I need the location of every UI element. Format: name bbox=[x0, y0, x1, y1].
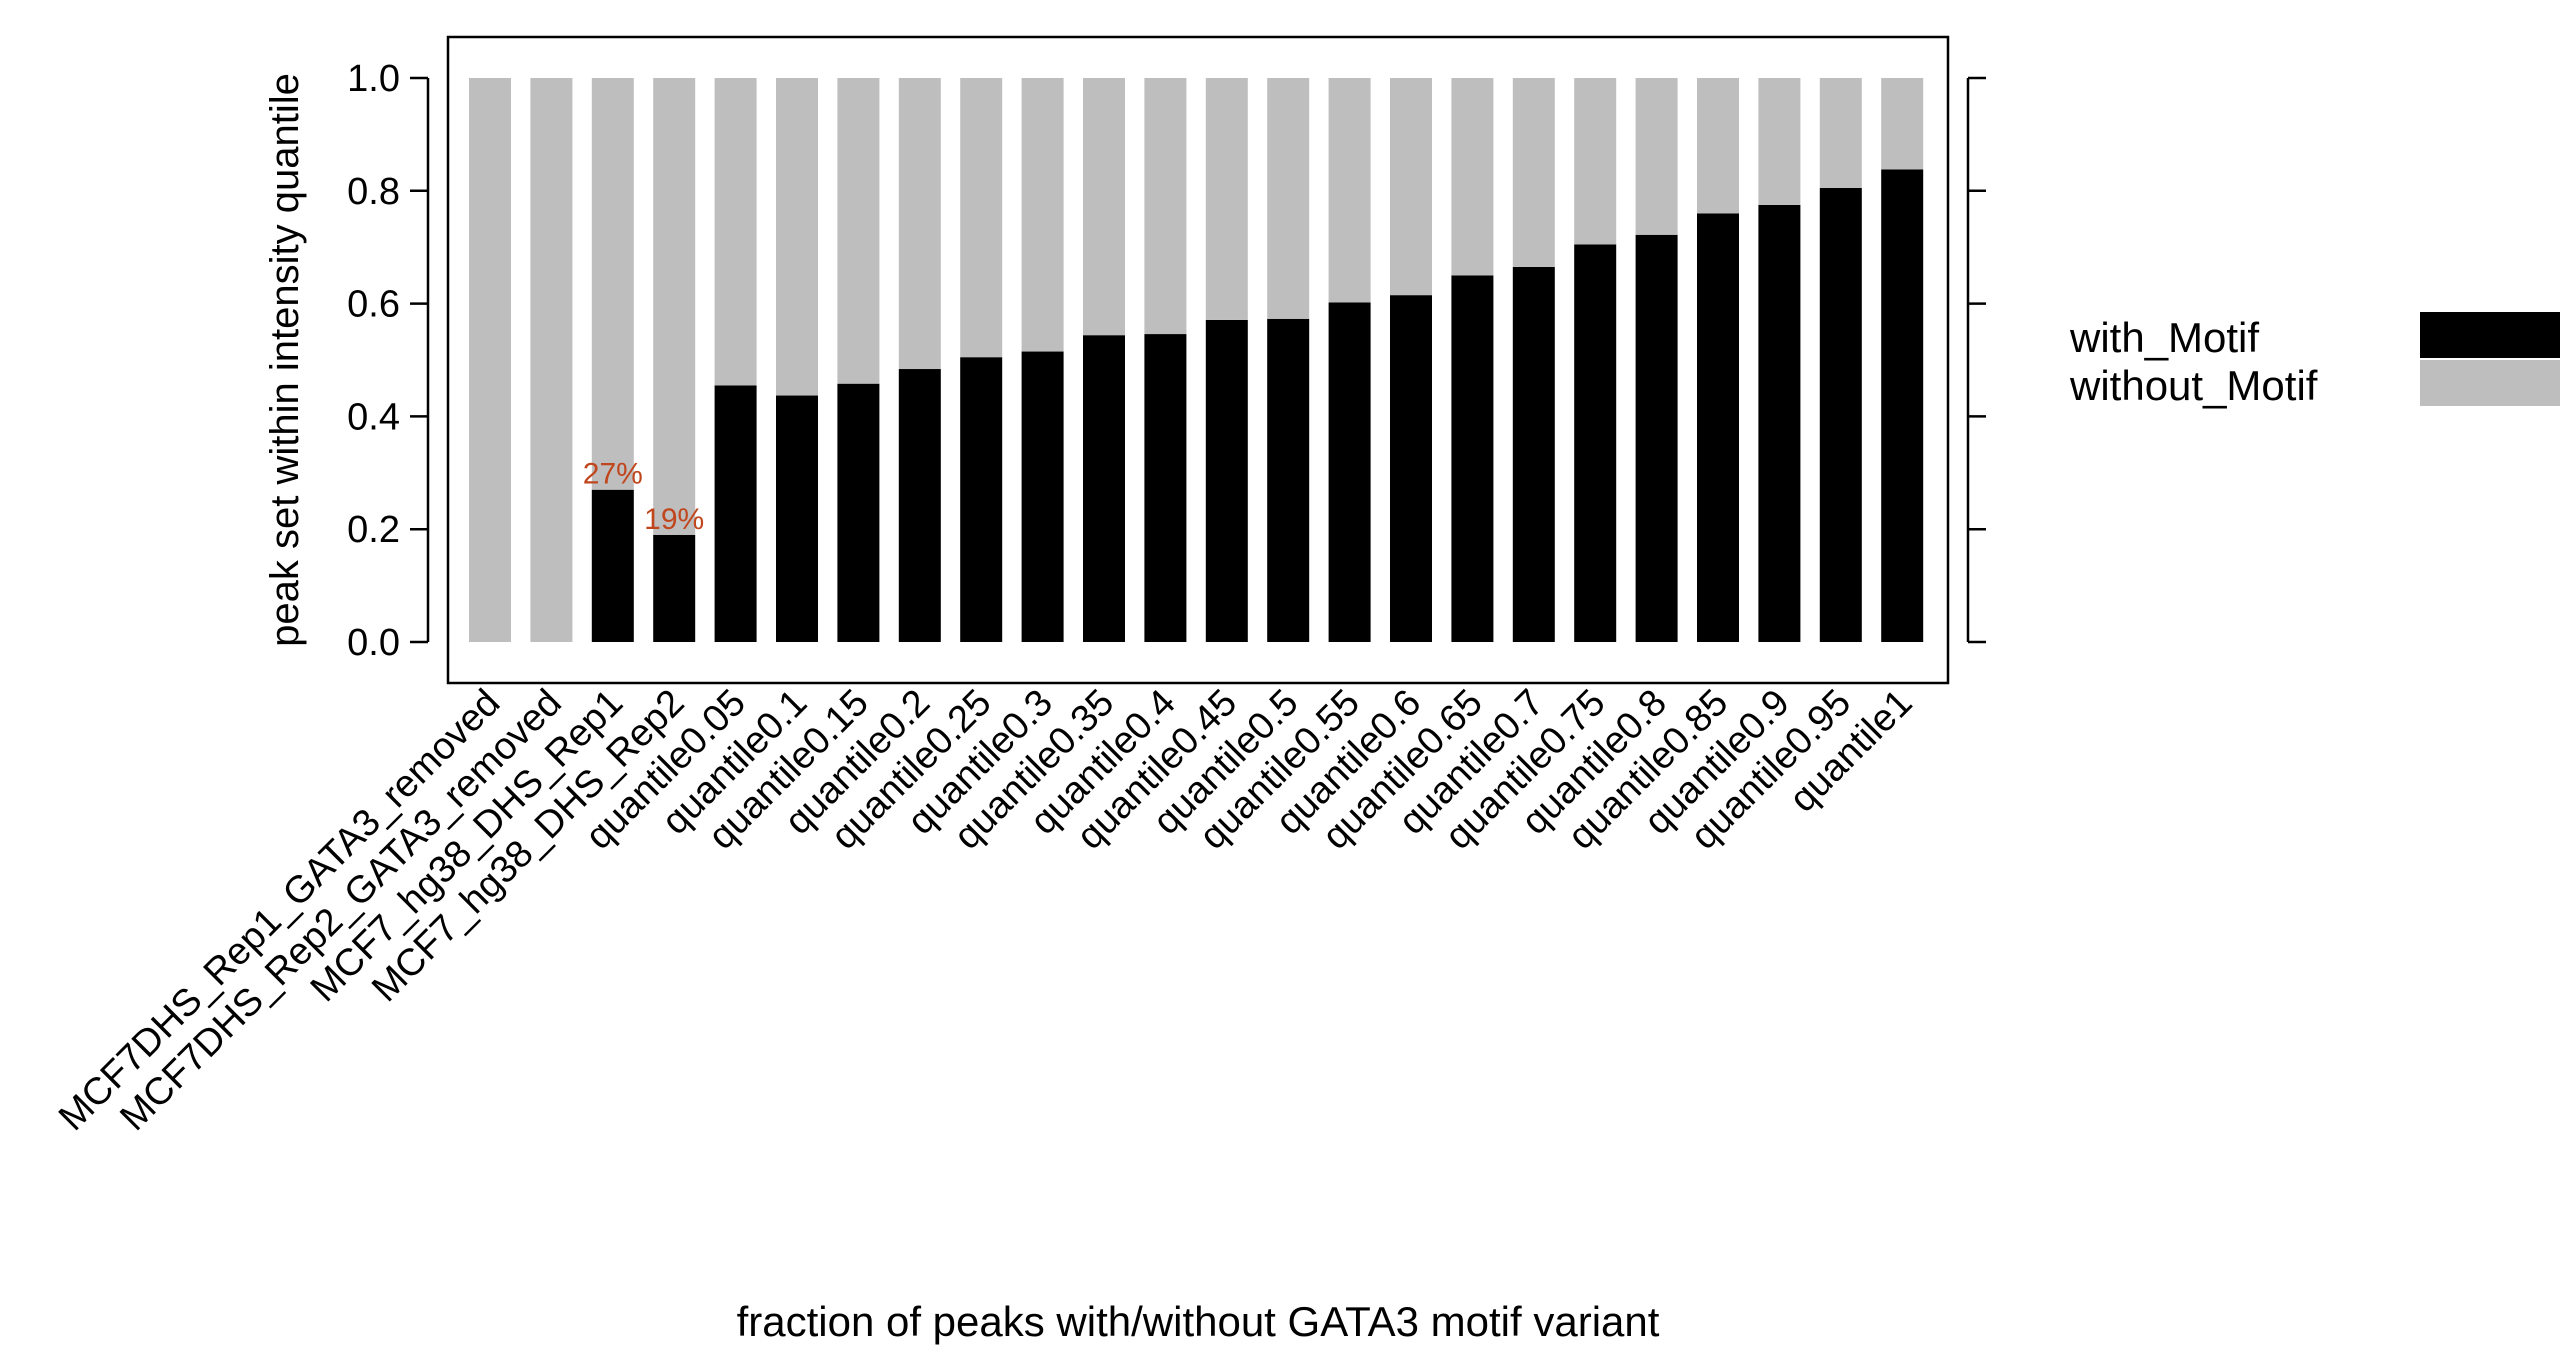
y-tick-label: 0.2 bbox=[347, 509, 400, 551]
y-tick-label: 0.4 bbox=[347, 396, 400, 438]
bar-without-motif bbox=[960, 78, 1003, 358]
y-tick-label: 0.6 bbox=[347, 284, 400, 326]
legend: with_Motif without_Motif bbox=[2069, 312, 2560, 409]
x-tick-label: MCF7DHS_Rep2_GATA3_removed bbox=[112, 682, 569, 1139]
bar-with-motif bbox=[1267, 318, 1310, 642]
bar-without-motif bbox=[1758, 78, 1801, 205]
y-axis-left: 0.0 0.2 0.4 0.6 0.8 1.0 bbox=[347, 58, 430, 664]
bar-with-motif bbox=[1881, 169, 1924, 643]
bar-without-motif bbox=[1451, 78, 1494, 276]
bar-without-motif bbox=[898, 78, 941, 370]
bar-without-motif bbox=[653, 78, 696, 535]
bar-with-motif bbox=[837, 383, 880, 642]
y-axis-title: peak set within intensity quantile bbox=[263, 73, 307, 647]
bar-with-motif bbox=[1205, 319, 1248, 642]
bar-with-motif bbox=[1697, 213, 1739, 643]
y-tick-label: 1.0 bbox=[347, 58, 400, 100]
bar-without-motif bbox=[1881, 78, 1924, 170]
bar-with-motif bbox=[776, 395, 818, 642]
bar-without-motif bbox=[1819, 78, 1862, 188]
bar-without-motif bbox=[469, 78, 511, 642]
bar-with-motif bbox=[1635, 234, 1678, 643]
bar-without-motif bbox=[1021, 78, 1064, 352]
bar-without-motif bbox=[1205, 78, 1248, 320]
bar-without-motif bbox=[1635, 78, 1678, 235]
bar-without-motif bbox=[1574, 78, 1617, 245]
y-tick-label: 0.8 bbox=[347, 171, 400, 213]
bar-with-motif bbox=[1512, 266, 1555, 642]
legend-swatch-with-motif bbox=[2420, 312, 2560, 358]
x-tick-labels: MCF7DHS_Rep1_GATA3_removedMCF7DHS_Rep2_G… bbox=[51, 682, 1920, 1139]
bar-without-motif bbox=[591, 78, 634, 490]
bar-with-motif bbox=[653, 534, 696, 642]
bar-without-motif bbox=[1390, 78, 1432, 296]
bar-without-motif bbox=[1144, 78, 1187, 335]
y-tick-label: 0.0 bbox=[347, 622, 400, 664]
bar-without-motif bbox=[1267, 78, 1310, 319]
bar-with-motif bbox=[714, 385, 757, 642]
legend-swatch-without-motif bbox=[2420, 360, 2560, 406]
bar-without-motif bbox=[1697, 78, 1739, 214]
bar-with-motif bbox=[1144, 334, 1187, 642]
bar-without-motif bbox=[714, 78, 757, 386]
bar-with-motif bbox=[1083, 335, 1125, 642]
y-axis-right bbox=[1966, 76, 1986, 644]
legend-label-without-motif: without_Motif bbox=[2069, 362, 2318, 409]
plot-frame bbox=[446, 35, 1950, 685]
bar-with-motif bbox=[1819, 187, 1862, 643]
bar-with-motif bbox=[1451, 275, 1494, 642]
annotations-group: 27%19% bbox=[583, 458, 704, 536]
bar-with-motif bbox=[898, 369, 941, 642]
bar-with-motif bbox=[1328, 302, 1371, 642]
bar-annotation: 27% bbox=[583, 458, 643, 491]
bar-with-motif bbox=[1758, 204, 1801, 642]
bar-without-motif bbox=[1083, 78, 1125, 336]
bar-without-motif bbox=[530, 78, 573, 642]
bar-without-motif bbox=[1512, 78, 1555, 267]
bar-with-motif bbox=[1021, 351, 1064, 642]
x-axis-title: fraction of peaks with/without GATA3 mot… bbox=[737, 1298, 1660, 1345]
bars-group bbox=[469, 78, 1924, 643]
bar-without-motif bbox=[1328, 78, 1371, 303]
bar-without-motif bbox=[837, 78, 880, 384]
bar-with-motif bbox=[960, 357, 1003, 642]
legend-label-with-motif: with_Motif bbox=[2069, 314, 2259, 361]
bar-with-motif bbox=[1574, 244, 1617, 642]
bar-without-motif bbox=[776, 78, 818, 396]
bar-with-motif bbox=[1390, 295, 1432, 642]
bar-with-motif bbox=[591, 489, 634, 642]
bar-annotation: 19% bbox=[644, 503, 704, 536]
